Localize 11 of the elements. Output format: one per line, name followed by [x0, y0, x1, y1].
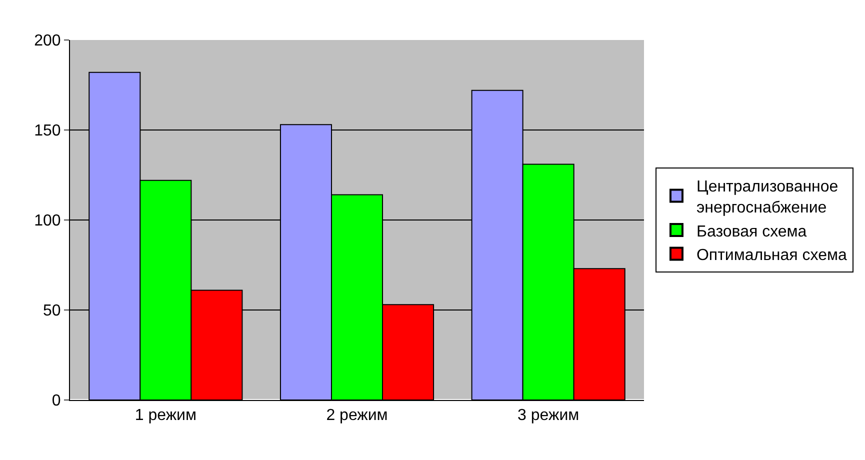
y-tick-label: 100 — [34, 212, 61, 230]
y-tick-label: 150 — [34, 122, 61, 140]
y-tick-label: 50 — [43, 302, 61, 320]
y-tick-label: 200 — [34, 32, 61, 50]
legend-label: Базовая схема — [696, 223, 807, 240]
legend-label: Оптимальная схема — [696, 247, 847, 264]
x-tick-label: 1 режим — [134, 407, 196, 424]
x-tick-label: 3 режим — [518, 407, 580, 424]
legend-label: Централизованное энергоснабжение — [696, 178, 838, 216]
x-tick-label: 2 режим — [326, 407, 388, 424]
y-tick-label: 0 — [52, 392, 61, 410]
